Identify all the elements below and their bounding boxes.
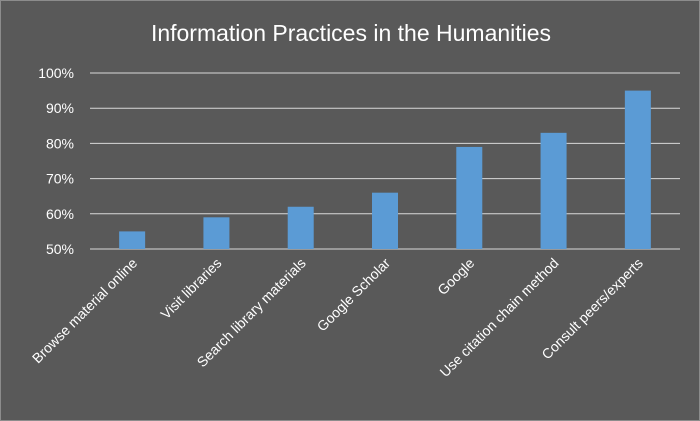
- bar: [456, 146, 483, 249]
- bar: [203, 217, 230, 249]
- bar: [540, 132, 567, 249]
- bar: [287, 206, 314, 249]
- y-tick-label: 50%: [46, 241, 74, 257]
- y-axis-labels: 50% 60% 70% 80% 90% 100%: [38, 65, 74, 257]
- bar: [119, 231, 146, 249]
- gridlines: [90, 72, 680, 250]
- y-tick-label: 90%: [46, 100, 74, 116]
- y-tick-label: 70%: [46, 171, 74, 187]
- y-tick-label: 100%: [38, 65, 74, 81]
- y-tick-label: 60%: [46, 206, 74, 222]
- bar: [624, 90, 651, 249]
- x-axis-labels: Browse material online Visit librariesSea…: [29, 255, 646, 380]
- bars: [119, 90, 651, 249]
- x-tick-label: Google: [434, 255, 477, 298]
- x-tick-label: Browse material online: [29, 255, 141, 367]
- chart-title: Information Practices in the Humanities: [151, 20, 551, 46]
- x-tick-label: Google Scholar: [314, 255, 394, 335]
- x-tick-label: Visit libraries: [157, 255, 224, 322]
- y-tick-label: 80%: [46, 135, 74, 151]
- bar: [372, 192, 398, 249]
